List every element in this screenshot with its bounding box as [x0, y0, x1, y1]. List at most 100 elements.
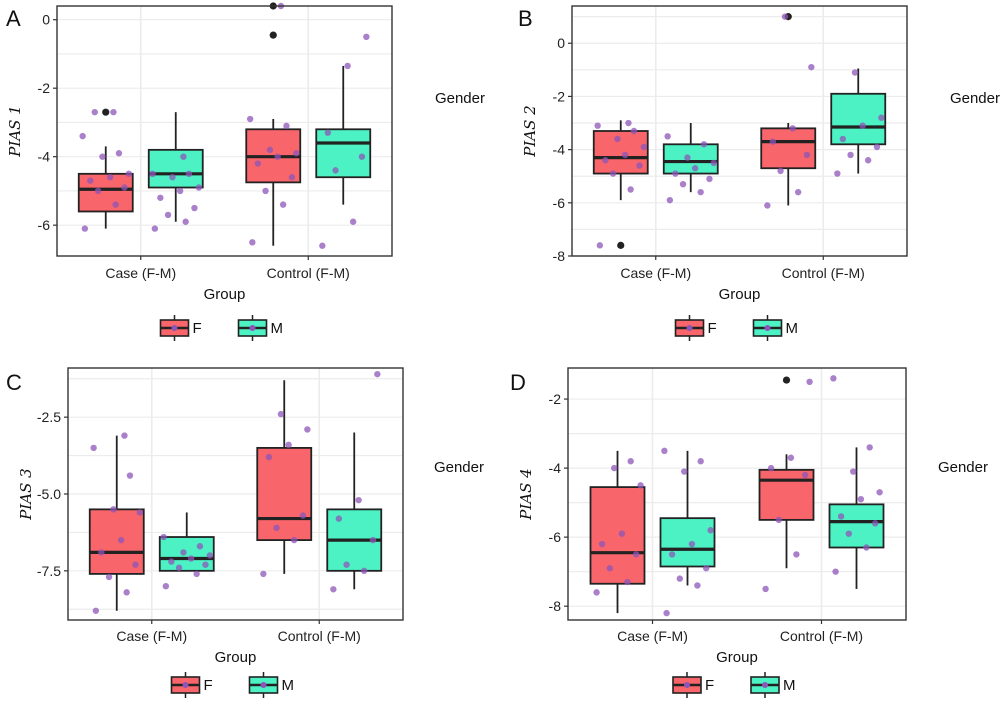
x-tick-label: Case (F-M) [116, 628, 187, 644]
jitter-point [99, 153, 106, 160]
y-tick-label: 0 [42, 12, 50, 28]
jitter-point [288, 174, 296, 181]
jitter-point [182, 218, 189, 225]
jitter-point [185, 170, 193, 178]
jitter-point [125, 170, 133, 178]
jitter-point [191, 204, 198, 212]
jitter-point [157, 194, 164, 201]
y-axis-title: PIAS 3 [17, 468, 35, 520]
jitter-point [121, 432, 128, 439]
y-tick-label: -5.0 [37, 486, 61, 502]
x-axis-title: Group [719, 286, 761, 303]
jitter-point [694, 582, 701, 589]
jitter-point [593, 589, 600, 596]
jitter-point [866, 444, 873, 451]
jitter-point [344, 62, 351, 70]
jitter-point [834, 170, 841, 177]
jitter-point [777, 167, 784, 175]
outlier-point [269, 31, 277, 39]
legend-key-f: F [672, 672, 714, 698]
y-axis-title: PIAS 4 [517, 468, 535, 520]
x-tick-label: Case (F-M) [620, 265, 691, 281]
jitter-point [304, 426, 311, 433]
jitter-point [110, 108, 117, 116]
jitter-point [260, 570, 267, 578]
jitter-point [123, 589, 130, 596]
legend-key-f: F [159, 315, 202, 341]
x-tick-label: Control (F-M) [278, 628, 361, 644]
panel-a: A -6 -4 -2 0 Case (F-M) Control (F-M) Group PIAS… [6, 2, 485, 341]
jitter-point [277, 410, 285, 418]
jitter-point [176, 187, 184, 195]
y-tick-label: -4 [553, 142, 566, 158]
jitter-point [168, 558, 175, 565]
y-tick-label: -6 [549, 529, 562, 545]
jitter-point [837, 513, 845, 520]
jitter-point [202, 561, 209, 568]
jitter-point [679, 180, 687, 188]
jitter-point [614, 135, 621, 143]
jitter-point [175, 564, 183, 571]
box-m [147, 148, 204, 189]
jitter-point [594, 122, 601, 129]
x-axis-title: Group [204, 286, 246, 303]
x-tick-label: Case (F-M) [617, 628, 688, 644]
jitter-point [845, 530, 852, 537]
jitter-point [290, 536, 298, 544]
jitter-point [688, 540, 696, 548]
legend-key-m: M [248, 672, 295, 698]
box-f [77, 172, 134, 213]
panel-b: B -8 -6 -4 -2 0 Case (F-M) Control (F-M) Group PI… [518, 5, 1000, 341]
box-m [659, 517, 716, 568]
jitter-point [121, 184, 128, 191]
x-tick-label: Case (F-M) [105, 265, 176, 281]
panel-d: D -8 -6 -4 -2 Case (F-M) Control (F-M) Group PIA… [510, 367, 988, 698]
jitter-point [330, 586, 337, 593]
jitter-point [79, 132, 86, 140]
panel-letter: D [510, 370, 526, 395]
jitter-point [625, 119, 632, 127]
jitter-point [169, 174, 176, 181]
jitter-point [262, 187, 269, 195]
legend-key-point [182, 682, 189, 688]
y-tick-label: -6 [38, 217, 51, 233]
jitter-point [636, 162, 643, 169]
legend-label: M [282, 677, 295, 694]
jitter-point [700, 141, 708, 148]
jitter-point [640, 143, 648, 151]
jitter-point [666, 196, 674, 204]
legend-key-point [764, 325, 771, 331]
jitter-point [374, 370, 381, 378]
legend-key-point [249, 325, 256, 331]
jitter-point [324, 129, 332, 136]
jitter-point [706, 175, 713, 183]
jitter-point [764, 202, 771, 209]
jitter-point [627, 458, 634, 465]
panel-letter: B [518, 6, 533, 31]
x-axis-title: Group [716, 649, 758, 666]
jitter-point [684, 154, 691, 161]
jitter-point [697, 458, 704, 465]
jitter-point [598, 540, 606, 548]
jitter-point [332, 167, 339, 174]
box-m [662, 143, 719, 175]
jitter-point [196, 543, 204, 550]
y-tick-label: -4 [549, 460, 562, 476]
jitter-point [254, 160, 262, 167]
y-tick-label: -6 [553, 195, 566, 211]
legend-label: F [204, 677, 213, 694]
jitter-point [839, 135, 847, 143]
jitter-point [363, 33, 370, 41]
jitter-point [369, 536, 377, 544]
jitter-point [851, 69, 859, 76]
jitter-point [691, 165, 699, 172]
legend-title: Gender [950, 90, 1000, 107]
legend-key-f: F [170, 672, 213, 698]
outlier-point [102, 108, 110, 116]
legend-title: Gender [938, 459, 988, 476]
jitter-point [676, 575, 683, 582]
legend-key-m: M [752, 315, 798, 341]
panel-letter: A [6, 6, 21, 31]
x-tick-label: Control (F-M) [780, 628, 863, 644]
